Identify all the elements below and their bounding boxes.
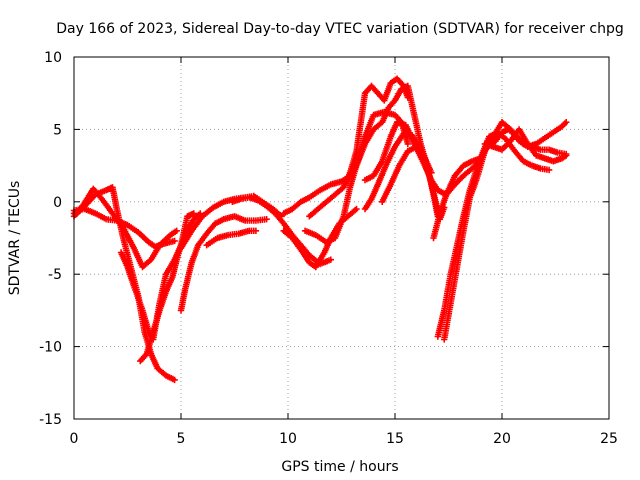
plus-markers: [70, 184, 178, 384]
plus-markers: [203, 227, 260, 249]
series-track-13: [301, 82, 441, 246]
series-track-6: [177, 213, 270, 314]
chart-title: Day 166 of 2023, Sidereal Day-to-day VTE…: [56, 21, 624, 37]
series-track-12: [306, 75, 411, 220]
plot-frame: [73, 56, 610, 420]
series-track-8: [203, 227, 260, 249]
plus-markers: [306, 75, 411, 220]
plus-markers: [301, 82, 441, 246]
plus-markers: [177, 213, 270, 314]
series-track-17: [430, 126, 570, 242]
y-tick-label: 5: [53, 122, 62, 138]
y-tick-label: 0: [53, 195, 62, 211]
x-tick-label: 10: [279, 431, 297, 447]
x-tick-label: 20: [493, 431, 511, 447]
x-tick-label: 25: [600, 431, 618, 447]
series-track-16: [379, 143, 435, 205]
x-tick-label: 15: [386, 431, 404, 447]
y-tick-label: -10: [39, 340, 62, 356]
plus-markers: [379, 143, 435, 205]
series-track-20: [481, 126, 570, 165]
y-tick-label: 10: [44, 50, 62, 66]
plus-markers: [430, 126, 570, 242]
y-tick-label: -5: [48, 267, 62, 283]
x-tick-label: 5: [177, 431, 186, 447]
plus-markers: [481, 126, 570, 165]
series-track-2: [70, 184, 178, 384]
x-tick-label: 0: [70, 431, 79, 447]
y-tick-label: -15: [39, 412, 62, 428]
y-axis-label: SDTVAR / TECUs: [7, 181, 23, 296]
data-points: [70, 75, 570, 384]
x-axis-label: GPS time / hours: [281, 459, 398, 475]
